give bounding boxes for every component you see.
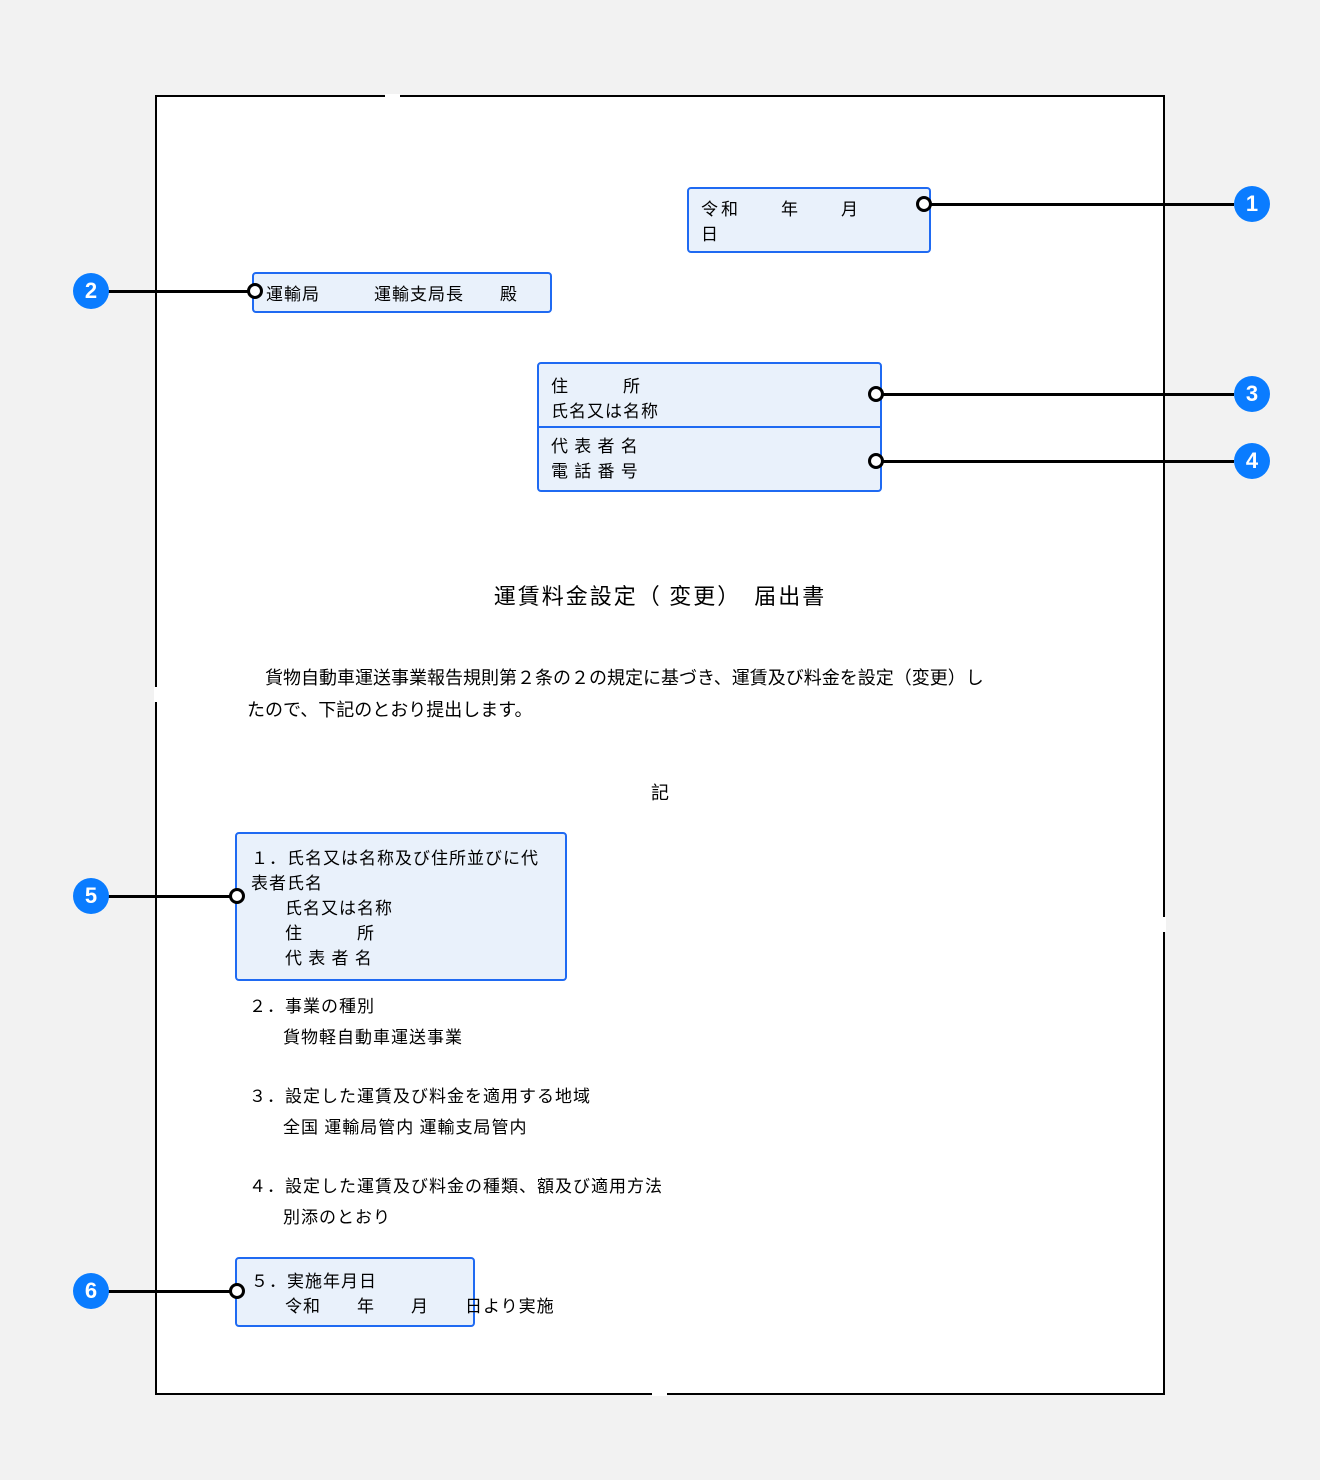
date-text: 令和 年 月 日	[701, 195, 917, 245]
item3: ３．設定した運賃及び料金を適用する地域 全国 運輸局管内 運輸支局管内	[249, 1082, 591, 1143]
connector-line	[876, 460, 1234, 463]
applicant-address-label: 住 所	[551, 372, 868, 397]
item2-body: 貨物軽自動車運送事業	[249, 1023, 463, 1054]
item4-head: ４．設定した運賃及び料金の種類、額及び適用方法	[249, 1172, 663, 1203]
badge-6-label: 6	[85, 1278, 97, 1304]
item2: ２．事業の種別 貨物軽自動車運送事業	[249, 992, 463, 1053]
item4-body: 別添のとおり	[249, 1203, 663, 1234]
badge-4-label: 4	[1246, 448, 1258, 474]
document-page: 令和 年 月 日 運輸局 運輸支局長 殿 住 所 氏名又は名称 代 表 者 名 …	[155, 95, 1165, 1395]
badge-2: 2	[73, 273, 109, 309]
callout-addressee: 運輸局 運輸支局長 殿	[252, 272, 552, 313]
connector-end-icon	[247, 283, 263, 299]
connector-line	[107, 290, 255, 293]
divider	[539, 426, 880, 428]
connector-end-icon	[229, 1283, 245, 1299]
connector-line	[876, 393, 1234, 396]
badge-5: 5	[73, 878, 109, 914]
callout-applicant: 住 所 氏名又は名称 代 表 者 名 電 話 番 号	[537, 362, 882, 492]
applicant-phone-label: 電 話 番 号	[551, 457, 868, 482]
item1-l2: 住 所	[251, 919, 551, 944]
badge-5-label: 5	[85, 883, 97, 909]
badge-6: 6	[73, 1273, 109, 1309]
applicant-rep-label: 代 表 者 名	[551, 432, 868, 457]
applicant-name-label: 氏名又は名称	[551, 397, 868, 422]
connector-end-icon	[916, 196, 932, 212]
item3-body: 全国 運輸局管内 運輸支局管内	[249, 1113, 591, 1144]
callout-item1: １．氏名又は名称及び住所並びに代表者氏名 氏名又は名称 住 所 代 表 者 名	[235, 832, 567, 981]
item1-l3: 代 表 者 名	[251, 944, 551, 969]
badge-3-label: 3	[1246, 381, 1258, 407]
addressee-text: 運輸局 運輸支局長 殿	[266, 280, 538, 305]
border-gap	[1160, 917, 1166, 932]
connector-end-icon	[868, 453, 884, 469]
badge-1-label: 1	[1246, 191, 1258, 217]
item5-head: ５．実施年月日	[251, 1267, 459, 1292]
item3-head: ３．設定した運賃及び料金を適用する地域	[249, 1082, 591, 1113]
connector-end-icon	[229, 888, 245, 904]
intro-paragraph: 貨物自動車運送事業報告規則第２条の２の規定に基づき、運賃及び料金を設定（変更）し…	[247, 662, 997, 727]
badge-1: 1	[1234, 186, 1270, 222]
section-marker: 記	[157, 777, 1163, 809]
connector-line	[107, 1290, 237, 1293]
border-gap	[154, 687, 160, 702]
badge-3: 3	[1234, 376, 1270, 412]
item4: ４．設定した運賃及び料金の種類、額及び適用方法 別添のとおり	[249, 1172, 663, 1233]
badge-2-label: 2	[85, 278, 97, 304]
connector-line	[924, 203, 1234, 206]
callout-date: 令和 年 月 日	[687, 187, 931, 253]
connector-line	[107, 895, 237, 898]
badge-4: 4	[1234, 443, 1270, 479]
item2-head: ２．事業の種別	[249, 992, 463, 1023]
item1-l1: 氏名又は名称	[251, 894, 551, 919]
item5-body: 令和 年 月 日より実施	[251, 1292, 459, 1317]
document-title: 運賃料金設定（ 変更） 届出書	[157, 577, 1163, 617]
border-gap	[652, 1390, 667, 1396]
connector-end-icon	[868, 386, 884, 402]
border-gap	[385, 94, 400, 100]
callout-item5: ５．実施年月日 令和 年 月 日より実施	[235, 1257, 475, 1327]
item1-head: １．氏名又は名称及び住所並びに代表者氏名	[251, 844, 551, 894]
